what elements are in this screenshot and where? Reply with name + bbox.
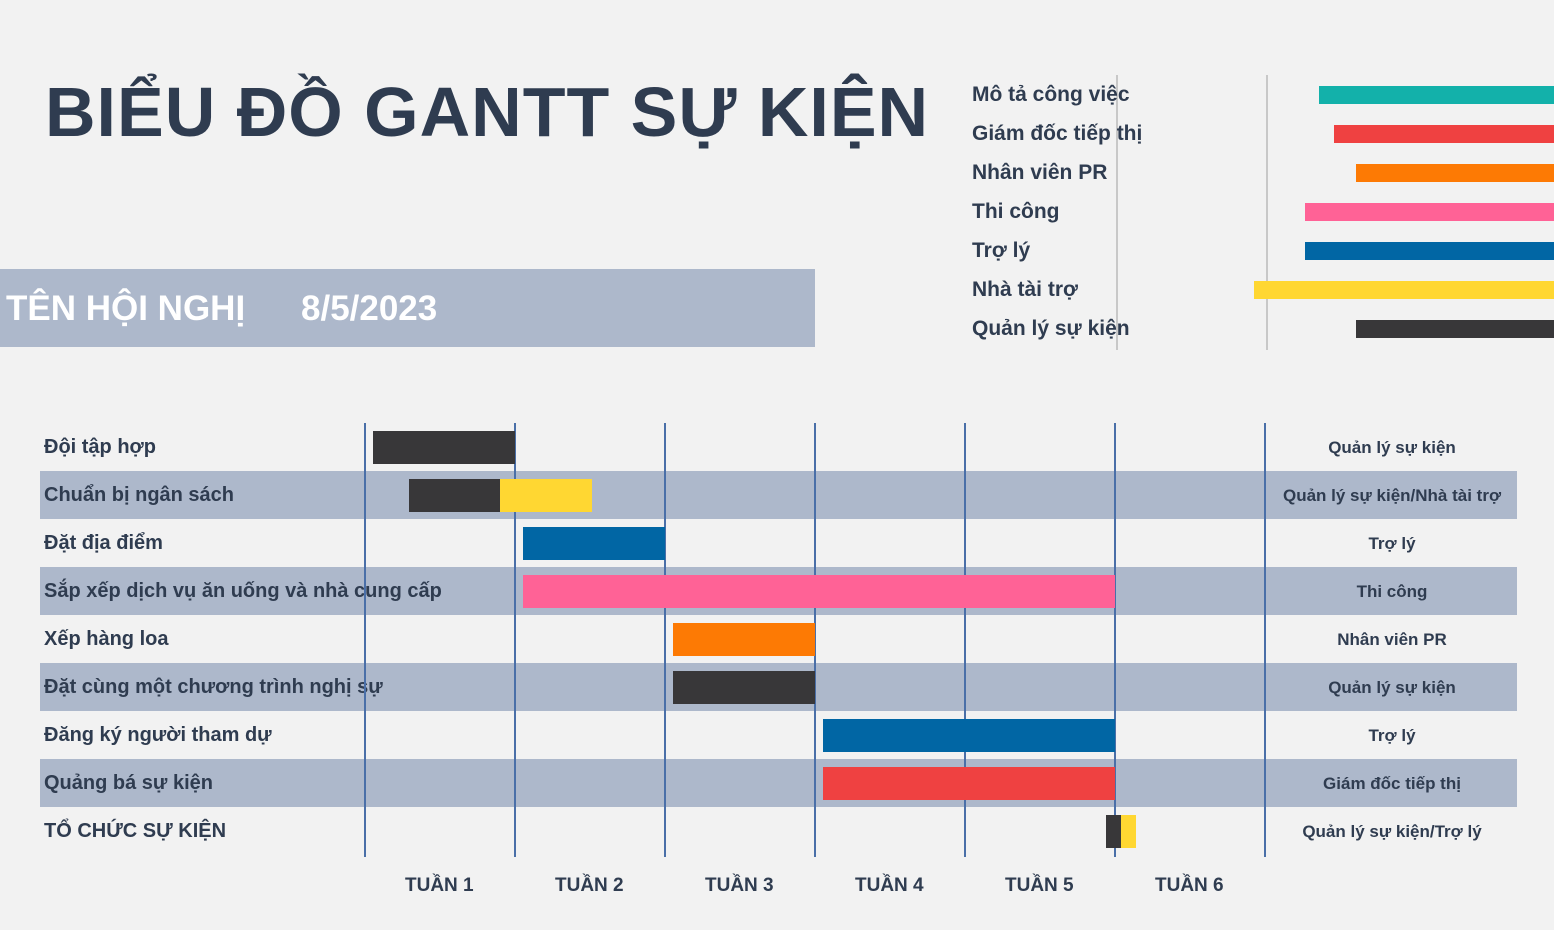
- week-gridline: [1114, 423, 1116, 857]
- task-label: Đặt cùng một chương trình nghị sự: [44, 676, 383, 698]
- task-label: Quảng bá sự kiện: [44, 772, 213, 794]
- task-label: Sắp xếp dịch vụ ăn uống và nhà cung cấp: [44, 580, 442, 602]
- week-label: TUẦN 1: [405, 875, 474, 896]
- week-gridline: [1264, 423, 1266, 857]
- legend-bar: [1305, 242, 1554, 260]
- task-owner: Thi công: [1356, 582, 1428, 601]
- gantt-bar: [372, 431, 515, 464]
- legend-bar: [1305, 203, 1554, 221]
- legend-label: Trợ lý: [972, 239, 1031, 262]
- legend-label: Nhà tài trợ: [972, 278, 1078, 301]
- gantt-bar: [1121, 815, 1136, 848]
- task-label: TỔ CHỨC SỰ KIỆN: [44, 820, 227, 842]
- task-owner: Giám đốc tiếp thị: [1323, 774, 1461, 793]
- week-label: TUẦN 6: [1155, 875, 1224, 896]
- legend-gridline: [1116, 75, 1118, 350]
- gantt-bar: [672, 671, 815, 704]
- task-owner: Quản lý sự kiện: [1328, 438, 1456, 457]
- task-label: Đội tập hợp: [44, 436, 156, 458]
- legend-label: Thi công: [972, 200, 1060, 223]
- gantt-bar: [522, 527, 665, 560]
- task-label: Đăng ký người tham dự: [44, 724, 272, 746]
- gantt-bar: [408, 479, 500, 512]
- legend-bar: [1333, 125, 1554, 143]
- legend-bar: [1356, 320, 1554, 338]
- gantt-bar: [822, 767, 1115, 800]
- task-owner: Trợ lý: [1368, 534, 1416, 553]
- gantt-bar: [822, 719, 1115, 752]
- legend-bar: [1318, 86, 1554, 104]
- legend-bar: [1356, 164, 1554, 182]
- task-label: Xếp hàng loa: [44, 628, 169, 650]
- legend-gridline: [1266, 75, 1268, 350]
- week-gridline: [964, 423, 966, 857]
- gantt-bar: [1106, 815, 1121, 848]
- conference-name: TÊN HỘI NGHỊ: [6, 289, 246, 328]
- week-label: TUẦN 3: [705, 875, 774, 896]
- conference-banner: TÊN HỘI NGHỊ 8/5/2023: [0, 269, 815, 347]
- gantt-bar: [672, 623, 815, 656]
- gantt-bar: [500, 479, 592, 512]
- week-gridline: [364, 423, 366, 857]
- task-label: Chuẩn bị ngân sách: [44, 484, 235, 506]
- task-owner: Nhân viên PR: [1337, 630, 1447, 649]
- legend-bar: [1254, 281, 1554, 299]
- week-gridline: [814, 423, 816, 857]
- week-gridline: [514, 423, 516, 857]
- gantt-bar: [522, 575, 1115, 608]
- task-owner: Quản lý sự kiện/Trợ lý: [1302, 822, 1482, 841]
- week-label: TUẦN 2: [555, 875, 624, 896]
- task-row: [40, 471, 1517, 519]
- task-owner: Quản lý sự kiện: [1328, 678, 1456, 697]
- task-label: Đặt địa điểm: [44, 532, 163, 554]
- legend-label: Mô tả công việc: [972, 83, 1130, 106]
- task-row: [40, 759, 1517, 807]
- legend-label: Nhân viên PR: [972, 161, 1108, 184]
- week-gridline: [664, 423, 666, 857]
- conference-date: 8/5/2023: [301, 289, 438, 328]
- task-owner: Quản lý sự kiện/Nhà tài trợ: [1282, 486, 1502, 505]
- page-title: BIỂU ĐỒ GANTT SỰ KIỆN: [45, 73, 930, 151]
- legend-label: Giám đốc tiếp thị: [972, 122, 1143, 145]
- week-label: TUẦN 5: [1005, 875, 1074, 896]
- week-label: TUẦN 4: [855, 875, 924, 896]
- task-owner: Trợ lý: [1368, 726, 1416, 745]
- legend-label: Quản lý sự kiện: [972, 317, 1130, 340]
